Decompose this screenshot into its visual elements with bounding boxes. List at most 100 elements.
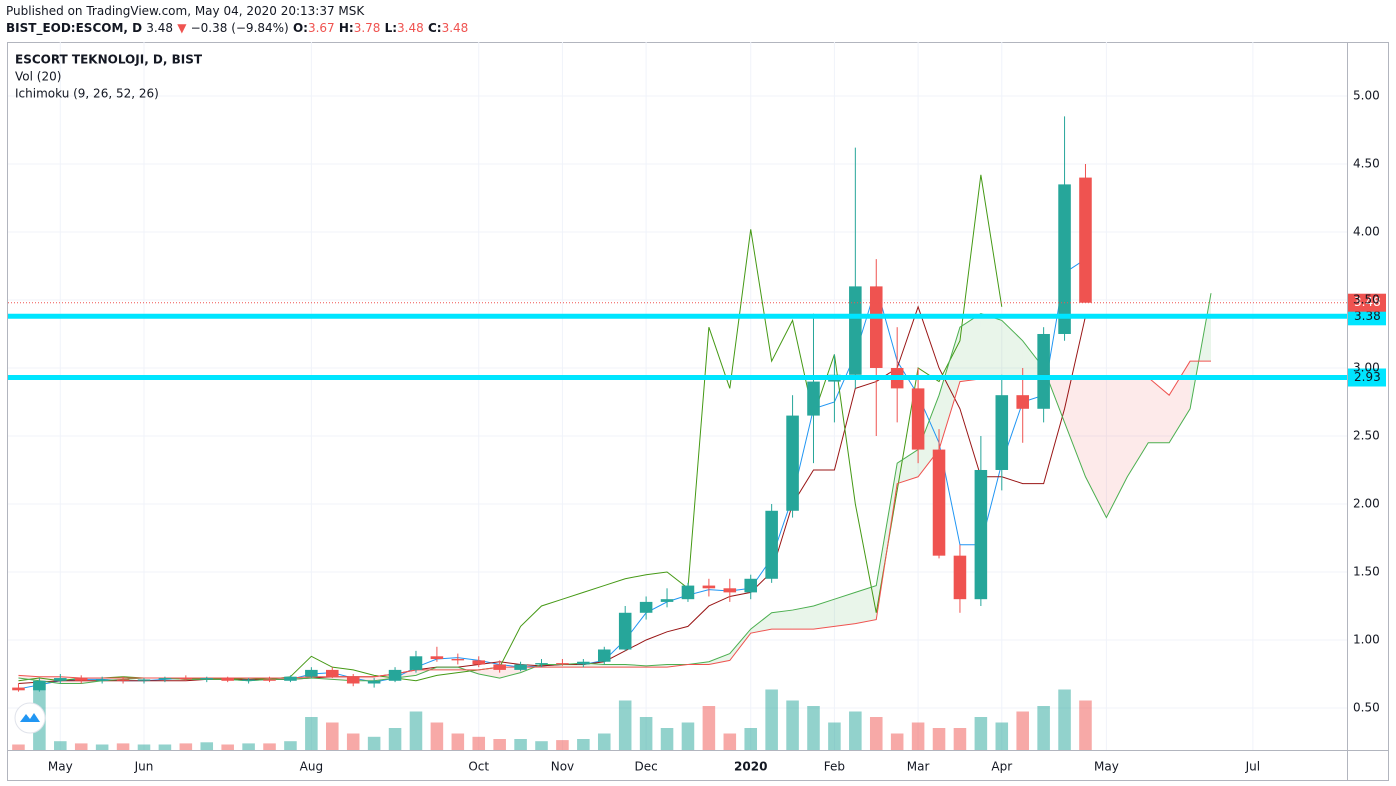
cloud-segment [729, 629, 751, 661]
x-tick-label: Nov [551, 760, 574, 774]
volume-bar [200, 742, 214, 750]
candle-body [33, 680, 46, 691]
cloud-segment [855, 585, 877, 624]
volume-bar [535, 741, 548, 750]
candle-body [953, 555, 967, 600]
c-label: C: [427, 21, 442, 35]
candle-body [786, 415, 799, 511]
y-tick-label: 0.50 [1353, 700, 1380, 714]
publish-line: Published on TradingView.com, May 04, 20… [6, 4, 364, 18]
logo[interactable] [14, 702, 46, 734]
chart-frame [7, 42, 1389, 781]
volume-bar [807, 706, 820, 750]
last: 3.48 [146, 21, 173, 35]
indicator-label: Ichimoku (9, 26, 52, 26) [15, 87, 159, 101]
volume-bar [953, 728, 967, 750]
volume-bar [95, 744, 109, 750]
candle-body [1037, 333, 1050, 409]
candle-body [1058, 184, 1071, 334]
volume-bar [451, 733, 465, 750]
chart-title: ESCORT TEKNOLOJI, D, BIST [15, 53, 203, 67]
cloud-segment [750, 612, 772, 634]
candle-body [54, 678, 67, 681]
volume-bar [116, 743, 130, 750]
x-tick-label: May [48, 760, 73, 774]
volume-bar [137, 744, 151, 750]
price-label: 3.38 [1354, 309, 1381, 323]
candle-body [200, 678, 214, 680]
cloud [18, 293, 1212, 684]
volume-bar [577, 739, 590, 750]
volume-bar [744, 728, 758, 750]
grid [8, 42, 1347, 750]
volume-bar [326, 722, 339, 750]
cloud-segment [771, 610, 793, 630]
candle-body [556, 663, 569, 665]
volume-bar [74, 743, 88, 750]
volume [12, 684, 1092, 750]
candle-body [74, 678, 88, 681]
price-label-box [1348, 293, 1386, 312]
candle-body [346, 676, 360, 684]
y-tick-label: 5.00 [1353, 88, 1380, 102]
price-label: 3.48 [1354, 295, 1381, 309]
high: 3.78 [353, 21, 381, 35]
cloud-segment [1085, 377, 1107, 518]
candle-body [660, 599, 674, 602]
candle-body [1079, 177, 1092, 303]
candle-body [702, 585, 716, 589]
cloud-segment [980, 313, 1002, 379]
x-tick-label: Jun [134, 760, 154, 774]
candle-body [263, 679, 276, 681]
candle-body [326, 669, 339, 677]
cloud-segment [1001, 320, 1023, 378]
volume-bar [367, 736, 381, 750]
x-tick-label: May [1094, 760, 1119, 774]
volume-bar [388, 728, 402, 750]
volume-bar [723, 733, 737, 750]
candle-body [367, 680, 381, 684]
volume-bar [242, 743, 255, 750]
x-tick-label: Dec [635, 760, 658, 774]
open: 3.67 [307, 21, 335, 35]
indicator-line [18, 360, 1212, 679]
volume-bar [346, 733, 360, 750]
cloud-segment [897, 449, 919, 484]
logo-mark [20, 713, 40, 722]
volume-bar [597, 733, 611, 750]
candle-body [305, 669, 318, 677]
volume-bar [1058, 689, 1071, 750]
volume-bar [1016, 711, 1029, 750]
volume-bar [54, 741, 67, 750]
y-tick-label: 1.00 [1353, 632, 1380, 646]
indicator-line [18, 258, 1086, 690]
volume-bar [514, 739, 527, 750]
cloud-segment [792, 605, 814, 630]
overlays: 3.38 2.93 3.48 [8, 293, 1386, 387]
cloud-segment [1127, 377, 1149, 477]
candle-body [974, 469, 988, 600]
cloud-segment [834, 592, 856, 627]
volume-bar [1079, 700, 1092, 750]
x-tick-label: Oct [468, 760, 489, 774]
volume-bar [221, 744, 234, 750]
candle-body [12, 687, 25, 691]
price-label: 2.93 [1354, 370, 1381, 384]
x-tick-label: Feb [824, 760, 845, 774]
cloud-segment [708, 653, 730, 665]
candle-body [430, 656, 444, 660]
volume-bar [639, 717, 653, 750]
y-tick-label: 2.50 [1353, 428, 1380, 442]
candle-body [409, 656, 423, 670]
candle-body [807, 381, 820, 416]
symbol: BIST_EOD:ESCOM, D [6, 21, 143, 35]
candle-body [765, 510, 778, 579]
volume-bar [681, 722, 695, 750]
price-label-box [1348, 368, 1386, 387]
candle-body [869, 286, 883, 368]
candle-body [158, 678, 172, 680]
low: 3.48 [397, 21, 424, 35]
volume-bar [911, 722, 925, 750]
candle-body [932, 449, 946, 556]
